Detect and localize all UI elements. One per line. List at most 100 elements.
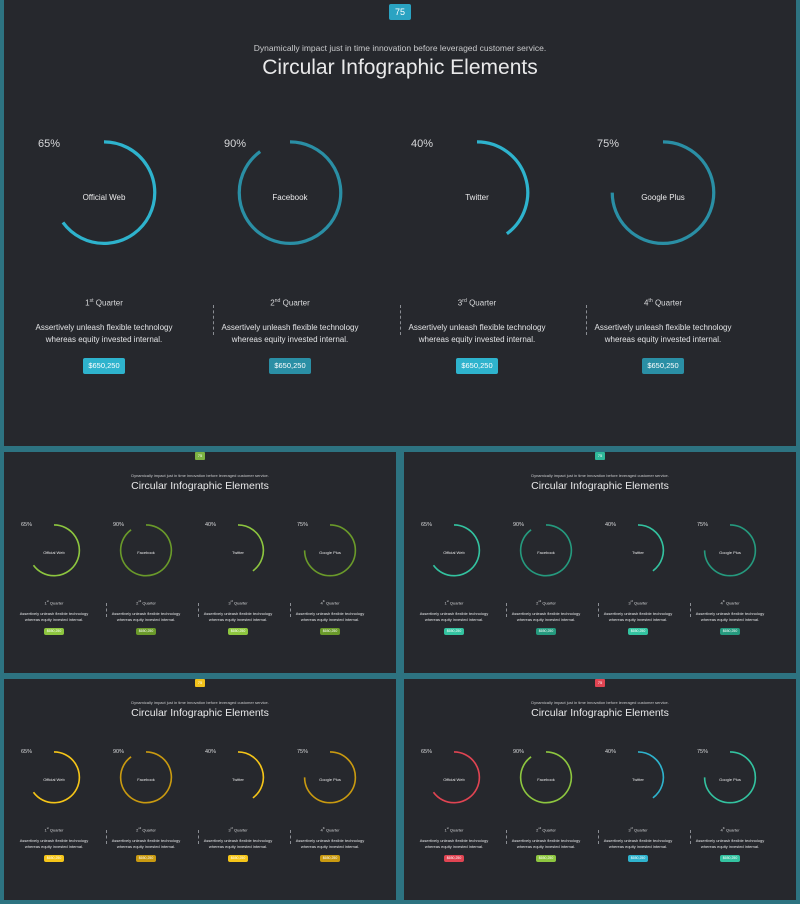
progress-arc	[303, 751, 357, 804]
progress-ring-graphic	[303, 524, 357, 577]
page-number-tag: 75	[595, 679, 605, 687]
progress-ring-graphic	[432, 524, 481, 577]
progress-ring-graphic	[703, 524, 757, 577]
progress-ring: 65% Official Web	[38, 130, 158, 246]
percent-label: 75%	[697, 749, 709, 755]
infographic-column: 40% Twitter 3rd Quarter Assertively unle…	[384, 120, 570, 390]
progress-arc	[432, 751, 481, 804]
progress-ring-graphic	[519, 524, 573, 577]
ring-center-label: Google Plus	[319, 550, 341, 555]
ring-center-label: Official Web	[43, 550, 65, 555]
percent-label: 65%	[21, 749, 33, 755]
progress-ring-graphic	[610, 140, 716, 245]
percent-label: 40%	[205, 522, 217, 528]
price-badge: $650,250	[444, 855, 464, 862]
slide-title: Circular Infographic Elements	[131, 480, 269, 492]
price-badge: $650,250	[136, 855, 156, 862]
percent-label: 90%	[513, 522, 525, 528]
progress-ring: 75% Google Plus	[697, 746, 757, 804]
price-badge: $650,250	[83, 358, 125, 374]
percent-label: 65%	[21, 522, 33, 528]
price-badge: $650,250	[536, 855, 556, 862]
percent-label: 75%	[297, 522, 309, 528]
price-badge: $650,250	[320, 628, 340, 635]
progress-ring: 90% Facebook	[113, 519, 173, 577]
quarter-heading: 2nd Quarter	[136, 827, 156, 833]
infographic-column: 40% Twitter 3rd Quarter Assertively unle…	[592, 514, 684, 644]
progress-ring-graphic	[61, 140, 157, 246]
quarter-description: Assertively unleash flexible technology w…	[295, 611, 365, 622]
price-badge: $650,250	[228, 628, 248, 635]
ring-center-label: Facebook	[137, 777, 155, 782]
infographic-column: 65% Official Web 1st Quarter Assertively…	[408, 514, 500, 644]
progress-ring: 90% Facebook	[224, 130, 344, 246]
infographic-column: 90% Facebook 2nd Quarter Assertively unl…	[500, 514, 592, 644]
infographic-column: 40% Twitter 3rd Quarter Assertively unle…	[192, 741, 284, 871]
progress-arc	[610, 140, 716, 245]
progress-ring: 65% Official Web	[21, 746, 81, 804]
progress-ring-graphic	[703, 751, 757, 804]
infographic-column: 65% Official Web 1st Quarter Assertively…	[8, 741, 100, 871]
quarter-description: Assertively unleash flexible technology w…	[419, 611, 489, 622]
slide-subtitle: Dynamically impact just in time innovati…	[531, 700, 669, 705]
infographic-column: 75% Google Plus 4th Quarter Assertively …	[284, 741, 376, 871]
price-badge: $650,250	[642, 358, 684, 374]
column-divider	[400, 305, 401, 335]
progress-arc	[703, 524, 757, 577]
progress-ring-graphic	[519, 751, 573, 804]
progress-arc	[237, 751, 265, 799]
infographic-column: 65% Official Web 1st Quarter Assertively…	[408, 741, 500, 871]
infographic-column: 90% Facebook 2nd Quarter Assertively unl…	[100, 741, 192, 871]
column-divider	[586, 305, 587, 335]
progress-ring: 65% Official Web	[421, 519, 481, 577]
quarter-description: Assertively unleash flexible technology w…	[19, 838, 89, 849]
progress-arc	[432, 524, 481, 577]
quarter-description: Assertively unleash flexible technology w…	[603, 838, 673, 849]
column-divider	[290, 830, 291, 844]
percent-label: 75%	[697, 522, 709, 528]
quarter-heading: 3rd Quarter	[628, 600, 648, 606]
quarter-heading: 4th Quarter	[643, 298, 683, 308]
column-divider	[690, 830, 691, 844]
ring-center-label: Twitter	[232, 777, 244, 782]
quarter-heading: 4th Quarter	[320, 827, 340, 833]
quarter-heading: 3rd Quarter	[228, 600, 248, 606]
progress-ring-graphic	[32, 751, 81, 804]
price-badge: $650,250	[720, 628, 740, 635]
percent-label: 65%	[421, 522, 433, 528]
quarter-heading: 1st Quarter	[44, 827, 64, 833]
progress-ring: 40% Twitter	[205, 746, 265, 804]
progress-ring-graphic	[119, 524, 173, 577]
slide-title: Circular Infographic Elements	[531, 480, 669, 492]
progress-arc	[303, 524, 357, 577]
ring-center-label: Facebook	[137, 550, 155, 555]
infographic-column: 40% Twitter 3rd Quarter Assertively unle…	[592, 741, 684, 871]
percent-label: 40%	[605, 522, 617, 528]
slide-title: Circular Infographic Elements	[531, 707, 669, 719]
progress-ring: 75% Google Plus	[697, 519, 757, 577]
price-badge: $650,250	[136, 628, 156, 635]
progress-arc	[61, 140, 157, 246]
progress-arc	[476, 140, 530, 236]
ring-center-label: Facebook	[537, 550, 555, 555]
slide-title: Circular Infographic Elements	[131, 707, 269, 719]
slide-thumbnail-multicolor: 75 Dynamically impact just in time innova…	[404, 679, 796, 900]
progress-arc	[237, 524, 265, 572]
ring-center-label: Google Plus	[319, 777, 341, 782]
progress-ring: 75% Google Plus	[297, 746, 357, 804]
percent-label: 75%	[597, 138, 620, 150]
quarter-heading: 1st Quarter	[44, 600, 64, 606]
page-number-tag: 75	[195, 452, 205, 460]
ring-center-label: Google Plus	[719, 550, 741, 555]
progress-ring-graphic	[637, 751, 665, 799]
quarter-description: Assertively unleash flexible technology w…	[695, 838, 765, 849]
percent-label: 40%	[605, 749, 617, 755]
progress-arc	[237, 140, 343, 246]
page-number-tag: 75	[389, 4, 411, 20]
infographic-column: 90% Facebook 2nd Quarter Assertively unl…	[500, 741, 592, 871]
quarter-heading: 1st Quarter	[85, 298, 123, 308]
quarter-description: Assertively unleash flexible technology w…	[695, 611, 765, 622]
quarter-heading: 1st Quarter	[444, 827, 464, 833]
quarter-description: Assertively unleash flexible technology w…	[295, 838, 365, 849]
progress-ring: 65% Official Web	[21, 519, 81, 577]
